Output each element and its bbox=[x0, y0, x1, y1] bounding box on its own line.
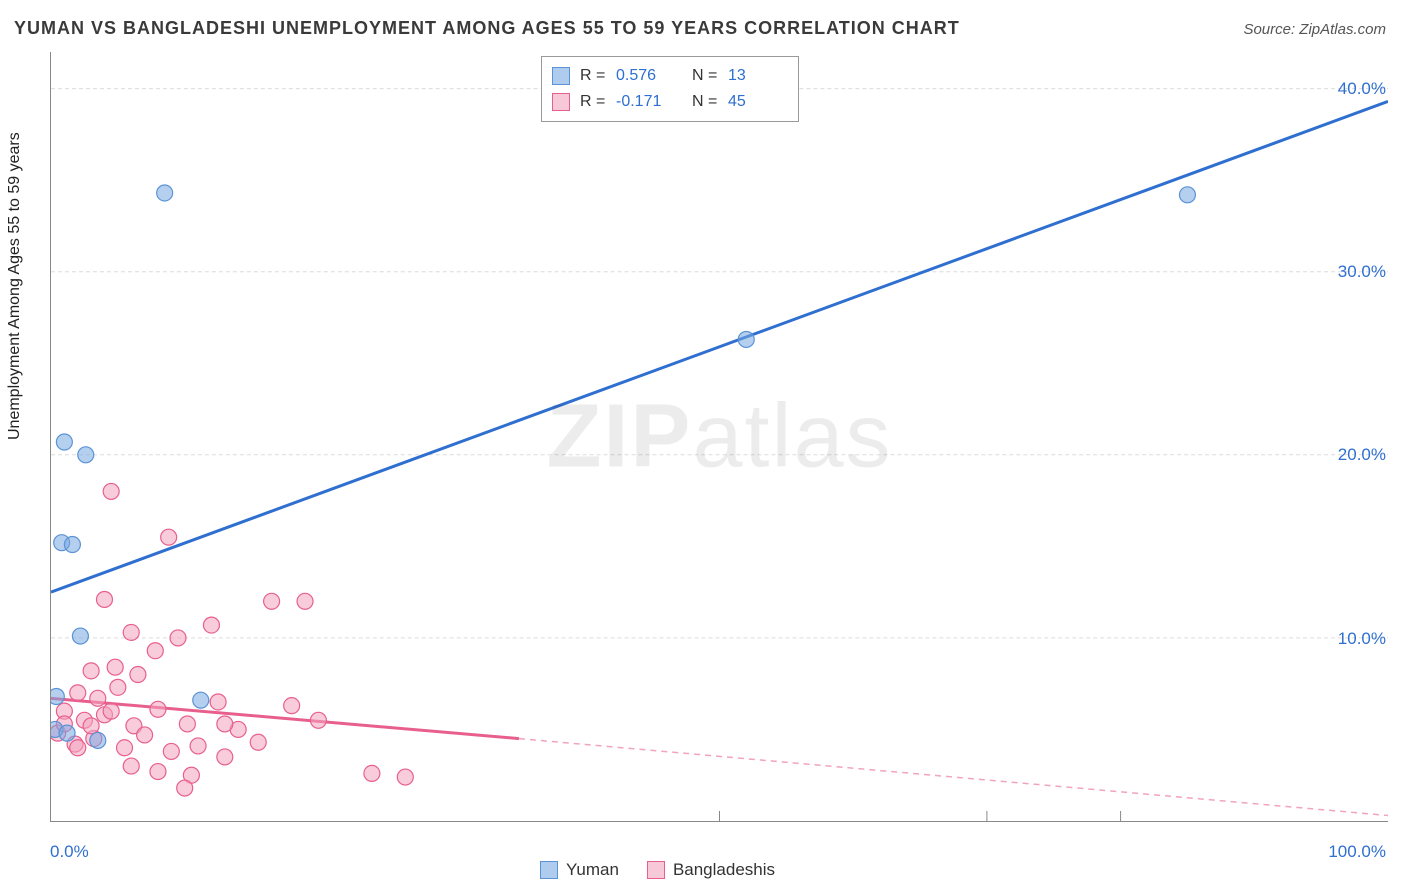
r-value-pink: -0.171 bbox=[616, 89, 672, 115]
stats-row-blue: R = 0.576 N = 13 bbox=[552, 63, 784, 89]
y-tick-30: 30.0% bbox=[1338, 262, 1386, 282]
y-tick-40: 40.0% bbox=[1338, 79, 1386, 99]
r-value-blue: 0.576 bbox=[616, 63, 672, 89]
r-label: R = bbox=[580, 63, 610, 89]
y-tick-20: 20.0% bbox=[1338, 445, 1386, 465]
swatch-pink-icon bbox=[552, 93, 570, 111]
n-label: N = bbox=[692, 63, 722, 89]
swatch-blue-icon bbox=[552, 67, 570, 85]
legend-label-yuman: Yuman bbox=[566, 860, 619, 880]
legend-item-yuman: Yuman bbox=[540, 860, 619, 880]
y-tick-10: 10.0% bbox=[1338, 629, 1386, 649]
source-label: Source: ZipAtlas.com bbox=[1243, 21, 1386, 38]
chart-svg bbox=[51, 52, 1388, 821]
y-axis-label: Unemployment Among Ages 55 to 59 years bbox=[6, 132, 24, 440]
n-value-pink: 45 bbox=[728, 89, 784, 115]
plot-area: ZIPatlas R = 0.576 N = 13 R = -0.171 N =… bbox=[50, 52, 1388, 822]
stats-row-pink: R = -0.171 N = 45 bbox=[552, 89, 784, 115]
swatch-pink-icon bbox=[647, 861, 665, 879]
x-tick-100: 100.0% bbox=[1328, 842, 1386, 862]
n-value-blue: 13 bbox=[728, 63, 784, 89]
series-legend: Yuman Bangladeshis bbox=[540, 860, 775, 880]
n-label: N = bbox=[692, 89, 722, 115]
x-tick-0: 0.0% bbox=[50, 842, 89, 862]
legend-label-bangladeshis: Bangladeshis bbox=[673, 860, 775, 880]
r-label: R = bbox=[580, 89, 610, 115]
stats-legend: R = 0.576 N = 13 R = -0.171 N = 45 bbox=[541, 56, 799, 122]
swatch-blue-icon bbox=[540, 861, 558, 879]
legend-item-bangladeshis: Bangladeshis bbox=[647, 860, 775, 880]
chart-title: YUMAN VS BANGLADESHI UNEMPLOYMENT AMONG … bbox=[14, 18, 960, 39]
